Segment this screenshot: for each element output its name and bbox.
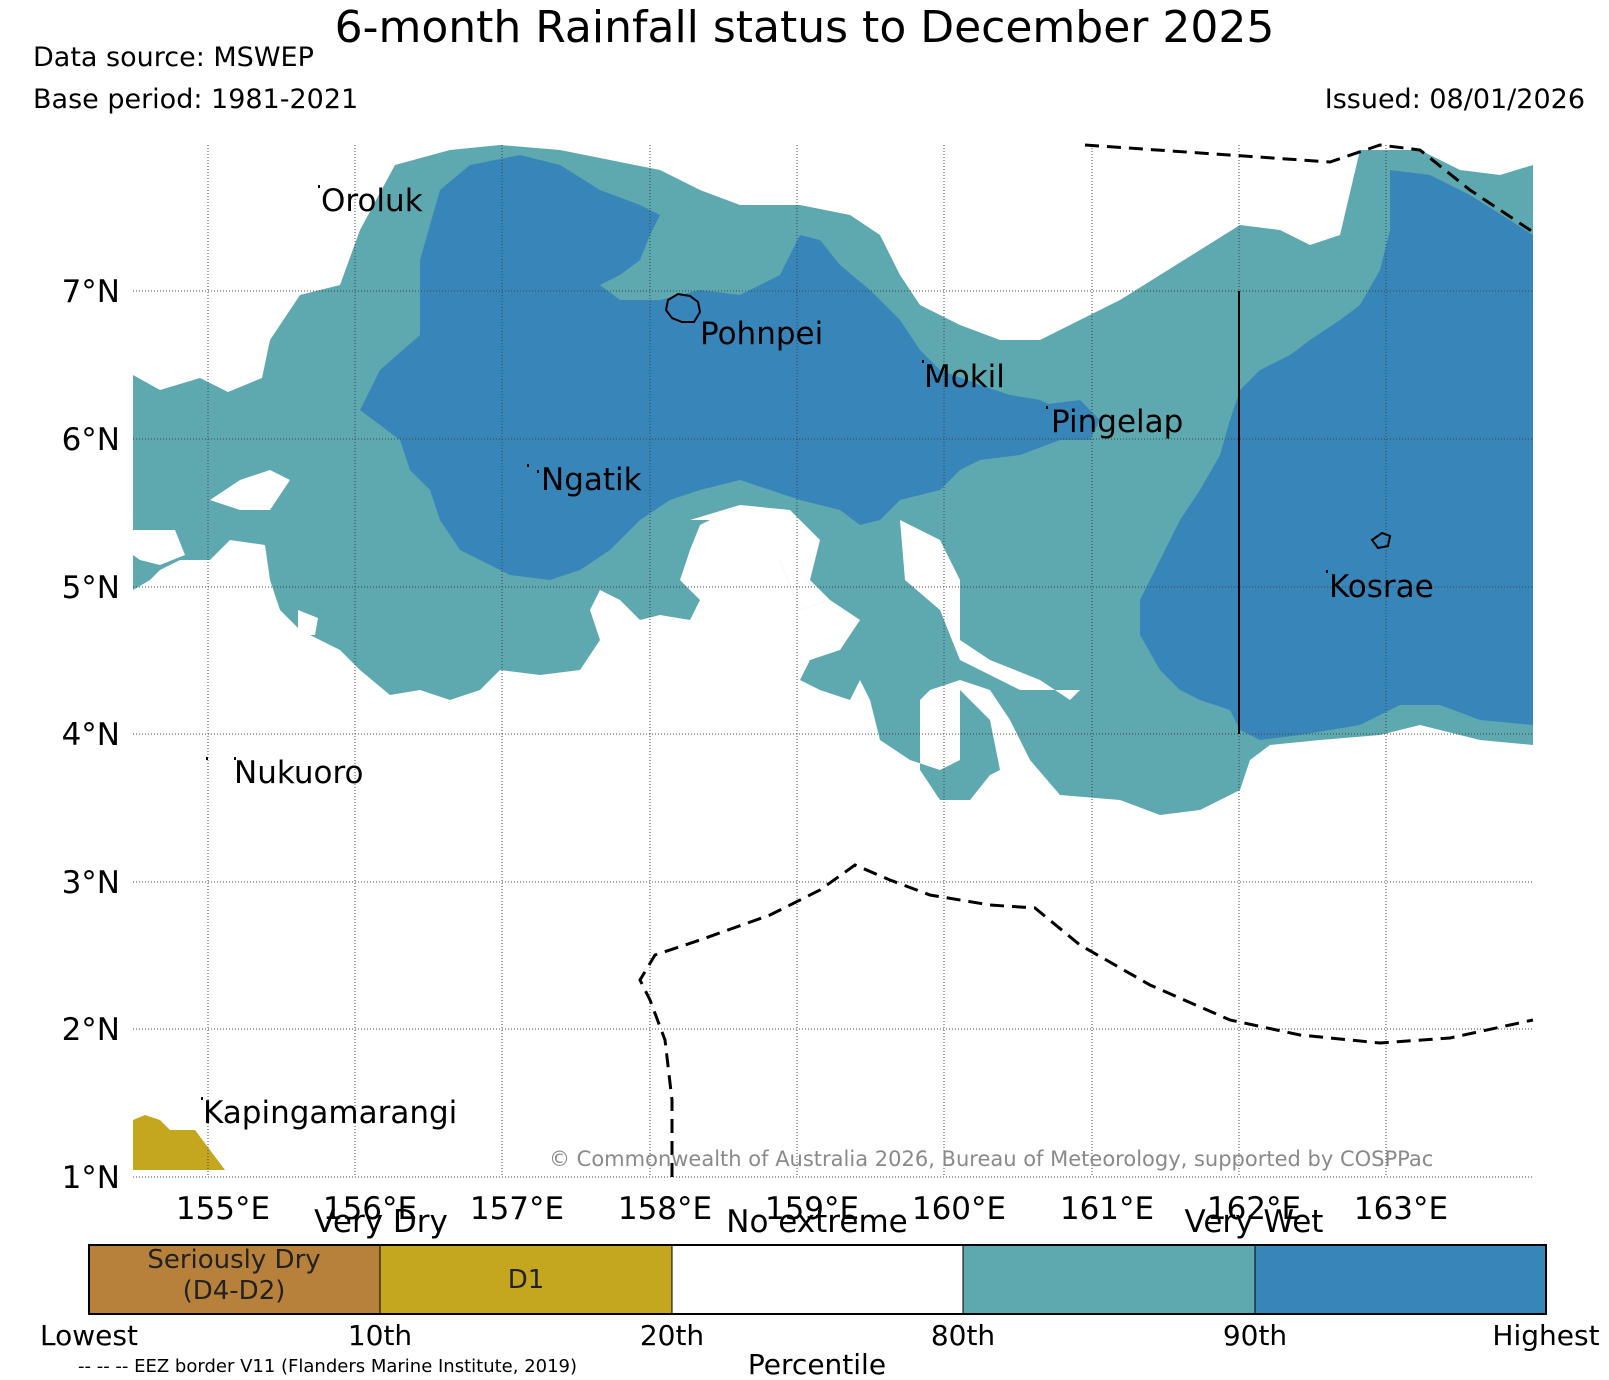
lon-label-163e: 163°E bbox=[1354, 1191, 1448, 1227]
lat-label-1n: 1°N bbox=[62, 1160, 120, 1196]
wet-90-region-pingelap bbox=[1040, 400, 1100, 440]
lat-label-4n: 4°N bbox=[62, 717, 120, 753]
copyright-notice: © Commonwealth of Australia 2026, Bureau… bbox=[549, 1147, 1433, 1171]
lon-label-157e: 157°E bbox=[470, 1191, 564, 1227]
hole-near-156e bbox=[210, 470, 290, 510]
legend-segment-wet-80 bbox=[963, 1245, 1255, 1314]
map-area: Oroluk Pohnpei Mokil Pingelap Ngatik Kos… bbox=[133, 143, 1534, 1178]
legend-group-very-dry: Very Dry bbox=[314, 1204, 448, 1240]
data-source-label: Data source: MSWEP bbox=[33, 42, 314, 73]
hole-bay-160e bbox=[900, 520, 1080, 700]
legend-tick-90th: 90th bbox=[1223, 1319, 1287, 1352]
legend-segment-seriously-dry bbox=[89, 1245, 380, 1314]
lat-label-7n: 7°N bbox=[62, 274, 120, 310]
place-label-pingelap: Pingelap bbox=[1051, 404, 1183, 440]
place-label-mokil: Mokil bbox=[924, 359, 1005, 395]
legend-tick-10th: 10th bbox=[348, 1319, 412, 1352]
lat-label-3n: 3°N bbox=[62, 865, 120, 901]
lat-label-2n: 2°N bbox=[62, 1012, 120, 1048]
legend-seriously-dry-line2: (D4-D2) bbox=[183, 1276, 286, 1306]
hole-near-155e bbox=[133, 530, 185, 565]
lon-label-160e: 160°E bbox=[912, 1191, 1006, 1227]
lat-label-6n: 6°N bbox=[62, 422, 120, 458]
legend-group-no-extreme: No extreme bbox=[726, 1204, 907, 1240]
lat-label-5n: 5°N bbox=[62, 570, 120, 606]
place-label-nukuoro: Nukuoro bbox=[234, 755, 363, 791]
lon-label-161e: 161°E bbox=[1060, 1191, 1154, 1227]
wet-80-region-west bbox=[133, 420, 200, 520]
map-title: 6-month Rainfall status to December 2025 bbox=[334, 2, 1275, 53]
eez-borders bbox=[638, 143, 1534, 1177]
wet-90-region-west bbox=[360, 155, 1080, 580]
base-period-label: Base period: 1981-2021 bbox=[33, 84, 359, 115]
legend-d1-label: D1 bbox=[508, 1265, 545, 1295]
place-label-oroluk: Oroluk bbox=[321, 183, 423, 219]
lon-label-158e: 158°E bbox=[618, 1191, 712, 1227]
place-markers bbox=[201, 185, 1328, 1100]
legend-segment-d1 bbox=[380, 1245, 672, 1314]
lon-label-162e: 162°E bbox=[1207, 1191, 1301, 1227]
place-label-ngatik: Ngatik bbox=[541, 462, 642, 498]
dry-d1-region bbox=[133, 1115, 225, 1170]
legend-colorbar bbox=[88, 1244, 1547, 1315]
place-label-pohnpei: Pohnpei bbox=[700, 316, 823, 352]
legend-tick-20th: 20th bbox=[640, 1319, 704, 1352]
legend-tick-lowest: Lowest bbox=[40, 1319, 138, 1352]
lon-label-159e: 159°E bbox=[765, 1191, 859, 1227]
legend-seriously-dry-line1: Seriously Dry bbox=[147, 1245, 320, 1275]
place-label-kosrae: Kosrae bbox=[1329, 569, 1434, 605]
pohnpei-island-outline bbox=[664, 292, 702, 323]
legend-axis-label: Percentile bbox=[748, 1348, 886, 1380]
hole-small-156e bbox=[298, 610, 318, 635]
legend-tick-80th: 80th bbox=[931, 1319, 995, 1352]
place-label-kapingamarangi: Kapingamarangi bbox=[203, 1095, 457, 1131]
legend-tick-highest: Highest bbox=[1492, 1319, 1599, 1352]
lon-label-155e: 155°E bbox=[176, 1191, 270, 1227]
lon-label-156e: 156°E bbox=[323, 1191, 417, 1227]
kosrae-island-outline bbox=[1370, 531, 1392, 550]
issued-date-label: Issued: 08/01/2026 bbox=[1324, 84, 1585, 115]
legend-segment-no-extreme bbox=[672, 1245, 963, 1314]
hole-bay-159e bbox=[690, 505, 830, 610]
legend-segment-wet-90 bbox=[1255, 1245, 1546, 1314]
legend-group-very-wet: Very Wet bbox=[1185, 1204, 1324, 1240]
eez-border-note: -- -- -- EEZ border V11 (Flanders Marine… bbox=[78, 1356, 577, 1377]
